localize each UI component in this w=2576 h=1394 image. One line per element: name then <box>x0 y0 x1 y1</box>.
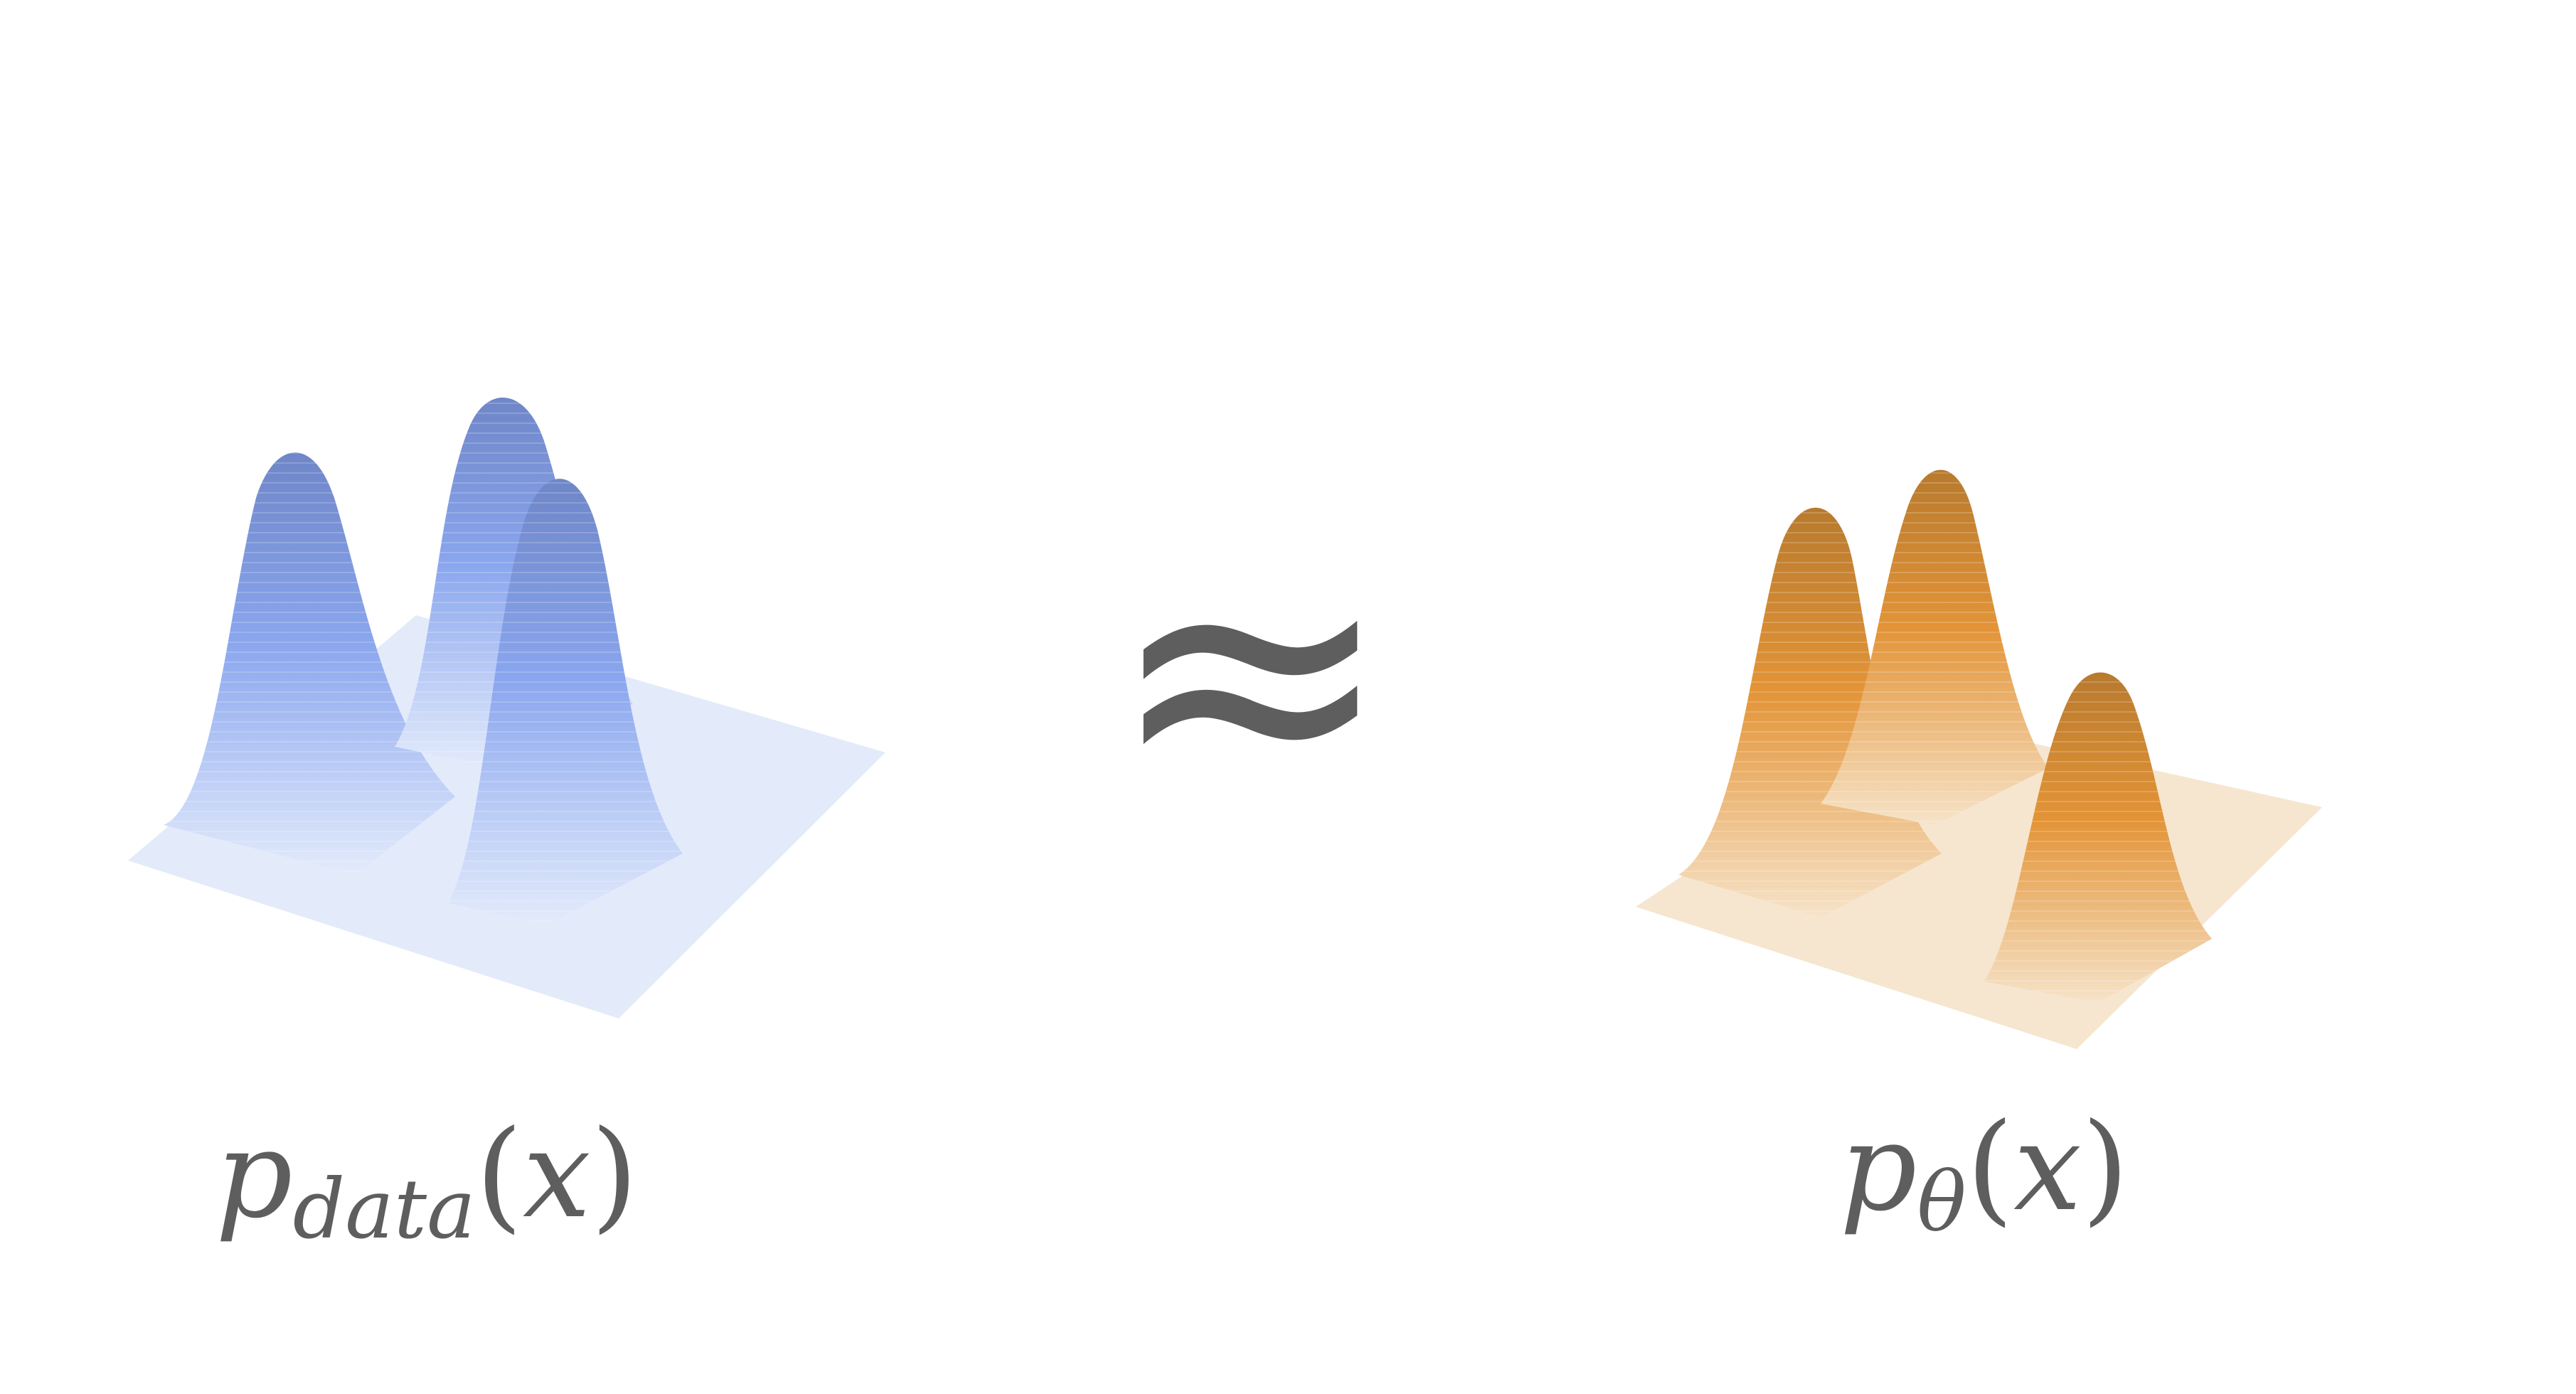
model-distribution-surface <box>1636 469 2322 1049</box>
model-distribution-close-paren: ) <box>2082 1097 2129 1238</box>
model-distribution-symbol: p <box>1840 1097 1917 1238</box>
data-distribution-variable: x <box>523 1105 591 1245</box>
data-distribution-close-paren: ) <box>591 1105 638 1245</box>
data-distribution-surface <box>128 397 885 1018</box>
model-distribution-peak-2-contours <box>1821 469 2048 825</box>
model-distribution-variable: x <box>2013 1097 2082 1238</box>
model-distribution-peak-1-contours <box>1678 507 1942 917</box>
data-distribution-subscript: data <box>293 1162 476 1257</box>
data-distribution-symbol: p <box>215 1105 293 1245</box>
model-distribution-label: pθ(x) <box>1840 1097 2129 1250</box>
model-distribution-subscript: θ <box>1917 1155 1966 1250</box>
model-distribution-open-paren: ( <box>1966 1097 2013 1238</box>
data-distribution-open-paren: ( <box>476 1105 523 1245</box>
data-distribution-peak-1-contours <box>164 452 455 875</box>
data-distribution-label: pdata(x) <box>215 1105 638 1257</box>
model-distribution-peak-3-contours <box>1984 672 2212 1003</box>
data-distribution-peak-3-contours <box>448 479 683 925</box>
approx-sign: ≈ <box>1107 473 1393 871</box>
